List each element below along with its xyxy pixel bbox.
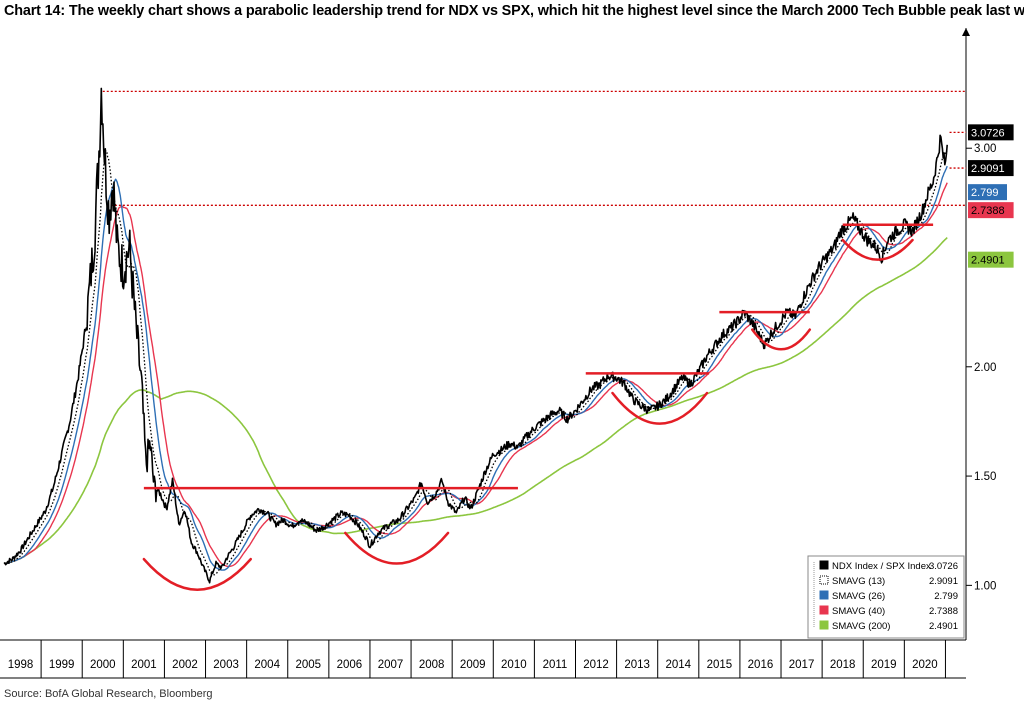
x-tick-label: 2019	[871, 659, 897, 671]
x-tick-label: 2012	[583, 659, 609, 671]
cup-arc	[750, 328, 812, 351]
legend-series-value: 3.0726	[929, 561, 958, 572]
legend-swatch	[819, 560, 829, 570]
y-tick-label: 3.00	[974, 143, 996, 155]
legend-series-value: 2.4901	[929, 621, 958, 632]
x-tick-label: 2011	[543, 659, 568, 671]
y-tick-label: 1.00	[974, 580, 996, 592]
y-tick-label: 2.00	[974, 362, 996, 374]
x-tick-label: 2014	[665, 659, 691, 671]
y-axis: 1.00 1.50 2.00 3.00	[966, 143, 996, 592]
source-note: Source: BofA Global Research, Bloomberg	[4, 688, 213, 700]
legend-series-name: SMAVG (26)	[832, 591, 885, 602]
legend-swatch	[819, 605, 829, 615]
value-tag-box	[968, 184, 1007, 201]
x-tick-label: 2008	[419, 659, 445, 671]
x-axis-band: 1998 1999 2000 2001 2002 2003 2004 2005 2006 2007…	[0, 640, 966, 679]
x-tick-label: 2017	[789, 659, 815, 671]
legend-series-name: SMAVG (200)	[832, 621, 890, 632]
x-tick-label: 2020	[912, 659, 938, 671]
dotted-resistance-lines	[102, 90, 966, 206]
legend-series-name: SMAVG (40)	[832, 606, 885, 617]
x-tick-label: 1999	[49, 659, 75, 671]
x-tick-label: 2010	[501, 659, 527, 671]
series-line-price	[3, 87, 948, 584]
legend-series-value: 2.9091	[929, 576, 958, 587]
value-tags: 3.0726 2.9091 2.799 2.7388 2.4901	[968, 124, 1014, 268]
x-tick-label: 2003	[213, 659, 239, 671]
cup-arc	[344, 531, 450, 565]
x-tick-label: 2005	[296, 659, 322, 671]
legend-swatch	[819, 590, 829, 600]
y-tick-label: 1.50	[974, 471, 996, 483]
legend-box	[807, 555, 965, 639]
x-tick-label: 1998	[8, 659, 34, 671]
value-tag-box	[968, 251, 1014, 268]
x-tick-label: 2001	[131, 659, 157, 671]
x-tick-label: 2002	[172, 659, 198, 671]
cup-arc	[611, 391, 709, 425]
x-tick-label: 2013	[624, 659, 650, 671]
legend-series-name: NDX Index / SPX Index	[832, 561, 931, 572]
value-tag-label: 2.9091	[971, 163, 1005, 175]
value-tag-label: 2.7388	[971, 205, 1005, 217]
legend-swatch	[819, 620, 829, 630]
series-layer	[3, 87, 948, 584]
x-tick-label: 2018	[830, 659, 856, 671]
legend-series-name: SMAVG (13)	[832, 576, 885, 587]
legend-swatch	[819, 575, 829, 585]
cup-arc	[841, 238, 914, 261]
chart-title: Chart 14: The weekly chart shows a parab…	[4, 3, 1024, 19]
x-tick-label: 2015	[707, 659, 733, 671]
cup-arc	[142, 557, 252, 591]
x-tick-label: 2004	[254, 659, 280, 671]
x-tick-label: 2006	[337, 659, 363, 671]
value-tag-box	[968, 202, 1014, 219]
series-line-sma26	[3, 165, 948, 571]
red-annotations	[142, 223, 934, 591]
value-tag-label: 2.4901	[971, 255, 1005, 267]
x-tick-label: 2000	[90, 659, 116, 671]
legend-series-value: 2.799	[934, 591, 958, 602]
value-tag-box	[968, 124, 1014, 141]
value-tag-label: 2.799	[971, 187, 999, 199]
legend-series-value: 2.7388	[929, 606, 958, 617]
x-tick-label: 2007	[378, 659, 404, 671]
series-line-sma200	[3, 237, 948, 565]
value-tag-label: 3.0726	[971, 127, 1005, 139]
x-tick-label: 2009	[460, 659, 486, 671]
series-line-sma13	[3, 149, 948, 576]
x-tick-label: 2016	[748, 659, 774, 671]
plot-area-frame	[0, 28, 970, 641]
value-tag-box	[968, 160, 1014, 177]
